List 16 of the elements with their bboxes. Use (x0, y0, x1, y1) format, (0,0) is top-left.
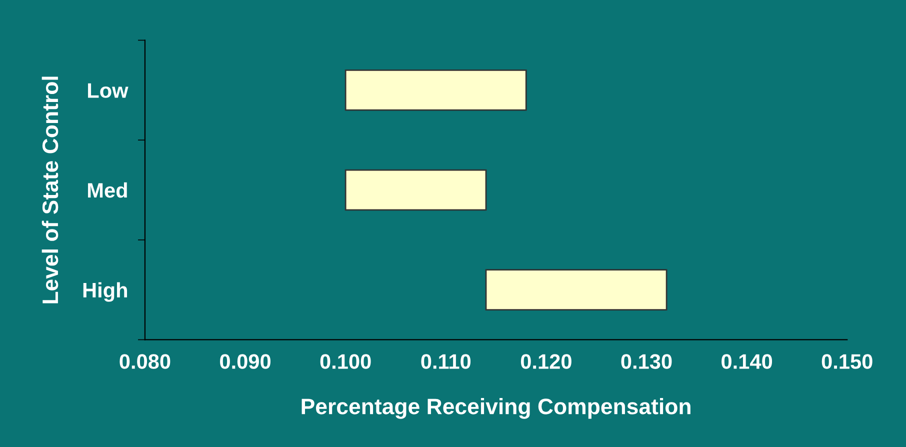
y-tick-label: Med (88, 182, 127, 198)
bar (344, 169, 487, 211)
bar (485, 269, 668, 310)
x-tick-label: 0.130 (621, 354, 672, 369)
y-tick-label: Low (88, 83, 128, 98)
bar (344, 69, 527, 111)
x-tick-label: 0.140 (722, 354, 772, 369)
x-tick-label: 0.120 (520, 354, 572, 369)
x-tick-label: 0.150 (822, 354, 872, 369)
x-tick-label: 0.080 (120, 354, 170, 369)
x-tick-label: 0.100 (320, 354, 371, 369)
x-axis-title: Percentage Receiving Compensation (302, 398, 690, 419)
x-tick-label: 0.110 (421, 354, 471, 369)
y-tick-label: High (83, 282, 128, 302)
x-tick-label: 0.090 (220, 354, 270, 369)
y-axis-title: Level of State Control (42, 76, 58, 304)
